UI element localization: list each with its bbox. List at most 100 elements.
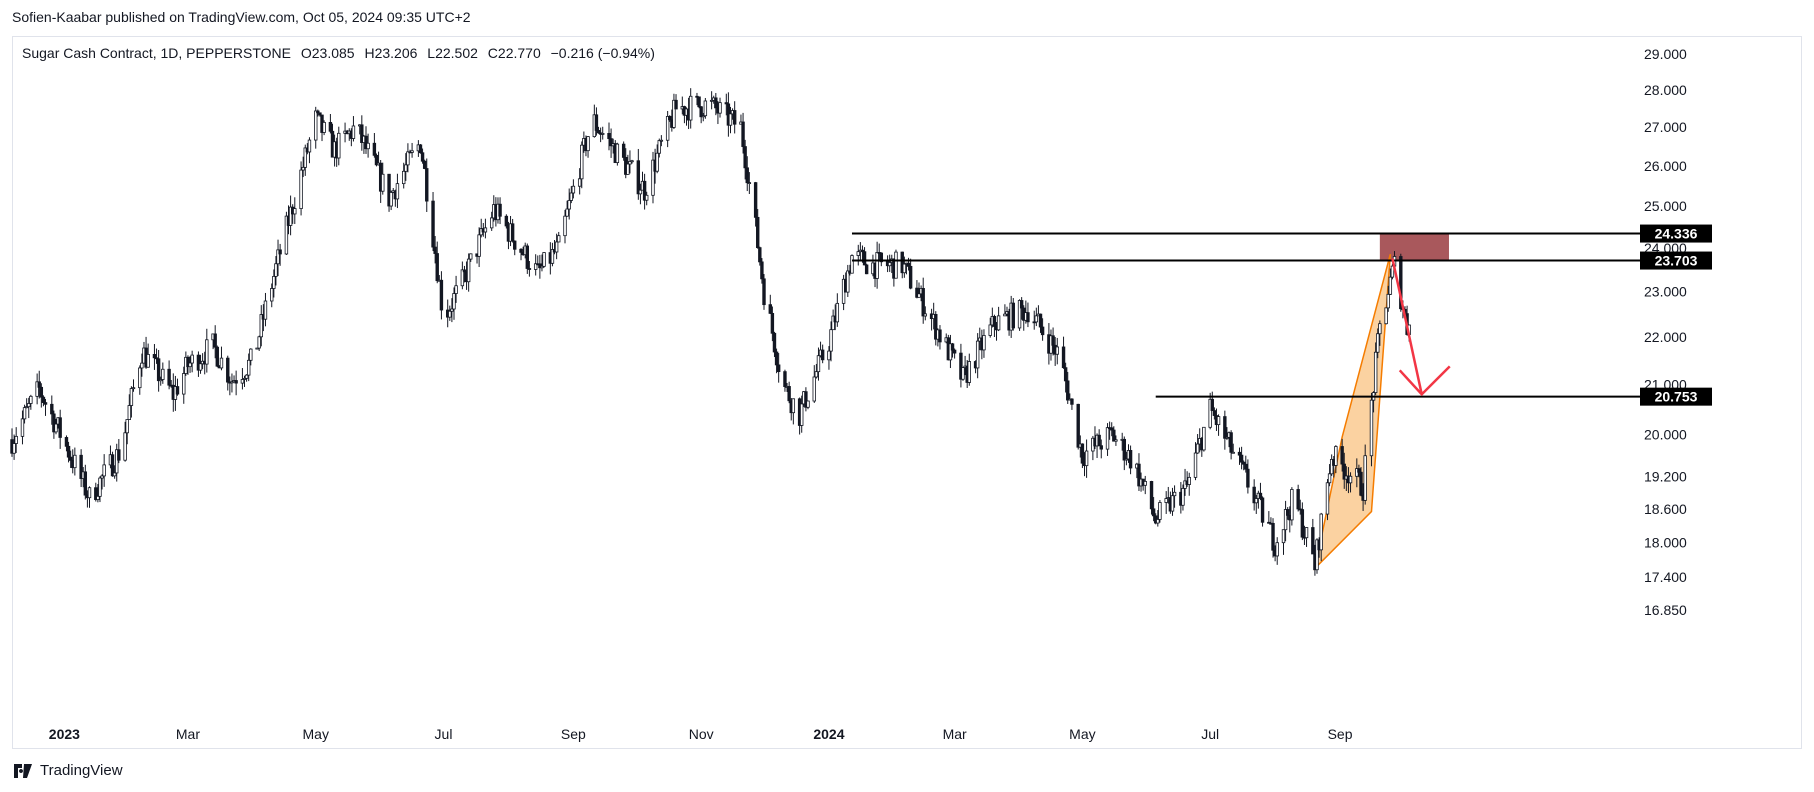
- candle-body: [1181, 487, 1185, 506]
- candle-body: [1032, 321, 1036, 324]
- candle-body: [1149, 481, 1154, 510]
- candle-body: [433, 246, 437, 254]
- candles-layer: [10, 88, 1411, 576]
- arrow-layer: [1391, 258, 1451, 397]
- candle-body: [115, 449, 119, 474]
- candle-body: [915, 287, 919, 298]
- candle-body: [831, 315, 835, 331]
- candle-body: [374, 154, 379, 166]
- candle-body: [1061, 346, 1066, 369]
- candle-body: [1378, 323, 1382, 335]
- candle-body: [745, 167, 749, 184]
- candle-body: [22, 407, 27, 420]
- candle-body: [477, 234, 481, 257]
- candle-body: [117, 449, 121, 461]
- candle-body: [1376, 333, 1380, 353]
- candle-body: [1040, 326, 1045, 336]
- candle-body: [188, 362, 192, 368]
- candle-body: [1311, 527, 1315, 555]
- candle-body: [27, 403, 31, 408]
- candle-body: [1156, 519, 1160, 524]
- candle-body: [816, 355, 821, 373]
- candle-body: [1388, 276, 1393, 295]
- candle-body: [577, 178, 582, 187]
- chart-pane[interactable]: [12, 36, 1802, 749]
- candle-body: [131, 387, 136, 390]
- price-axis[interactable]: 29.00028.00027.00026.00025.00024.00023.0…: [1644, 46, 1687, 618]
- candle-body: [804, 391, 808, 408]
- candle-body: [288, 206, 293, 226]
- candle-body: [1271, 522, 1275, 551]
- candle-body: [1244, 463, 1248, 470]
- candle-body: [127, 405, 132, 420]
- candle-body: [862, 251, 867, 266]
- candle-body: [959, 352, 963, 380]
- candle-body: [856, 251, 860, 256]
- candle-body: [1193, 452, 1198, 478]
- brand-label: TradingView: [40, 762, 123, 779]
- candle-body: [638, 189, 643, 195]
- candle-body: [270, 288, 274, 302]
- candle-body: [1369, 399, 1374, 457]
- candle-body: [697, 96, 701, 108]
- candle-body: [1216, 416, 1221, 426]
- candle-body: [1210, 398, 1214, 411]
- candle-body: [469, 253, 473, 260]
- candle-body: [274, 263, 278, 277]
- candle-body: [645, 194, 649, 201]
- candle-body: [626, 163, 630, 175]
- y-tick-label: 22.000: [1644, 329, 1687, 345]
- x-tick-label: Sep: [561, 726, 586, 742]
- candle-body: [450, 308, 454, 312]
- price-badge-label: 23.703: [1655, 253, 1698, 269]
- candle-body: [554, 241, 559, 253]
- candle-body: [125, 419, 129, 434]
- candle-body: [1246, 468, 1250, 488]
- footer-brand[interactable]: TradingView: [12, 762, 123, 779]
- candle-body: [1202, 426, 1206, 451]
- candle-body: [87, 487, 92, 499]
- candle-body: [1239, 454, 1244, 463]
- candle-body: [510, 223, 515, 242]
- candle-body: [1097, 434, 1101, 447]
- candle-body: [1267, 521, 1271, 524]
- resistance-zone-layer: [1379, 233, 1449, 261]
- candle-body: [190, 354, 194, 364]
- candle-body: [1252, 486, 1256, 504]
- candle-body: [41, 396, 46, 403]
- candle-body: [1229, 432, 1233, 453]
- candle-body: [389, 192, 393, 207]
- candle-body: [161, 368, 165, 380]
- candle-body: [527, 268, 532, 270]
- candle-body: [58, 417, 62, 438]
- candle-body: [718, 102, 722, 114]
- candle-body: [381, 173, 385, 192]
- candle-body: [420, 152, 425, 162]
- candle-body: [760, 261, 764, 280]
- candle-body: [565, 208, 569, 217]
- candle-body: [1334, 446, 1338, 466]
- candle-body: [504, 215, 509, 227]
- candle-body: [774, 351, 779, 366]
- candle-body: [402, 170, 406, 185]
- candle-body: [1195, 443, 1200, 454]
- x-tick-label: 2024: [813, 726, 844, 742]
- candle-body: [404, 164, 408, 172]
- candle-body: [68, 456, 73, 461]
- candle-body: [50, 403, 54, 415]
- candle-body: [1122, 438, 1126, 461]
- tradingview-logo-icon: [14, 763, 32, 778]
- candle-body: [1315, 539, 1319, 571]
- candle-body: [540, 265, 544, 269]
- candle-body: [703, 100, 708, 117]
- candle-body: [1076, 403, 1080, 448]
- candle-body: [975, 340, 980, 369]
- time-axis[interactable]: 2023 Mar May Jul Sep Nov 2024 Mar May Jul Sep: [49, 726, 1353, 742]
- x-tick-label: Jul: [435, 726, 453, 742]
- candle-body: [24, 406, 29, 409]
- candle-body: [462, 269, 467, 273]
- candle-body: [1281, 529, 1286, 544]
- candle-body: [1051, 335, 1055, 346]
- candle-body: [1026, 312, 1030, 323]
